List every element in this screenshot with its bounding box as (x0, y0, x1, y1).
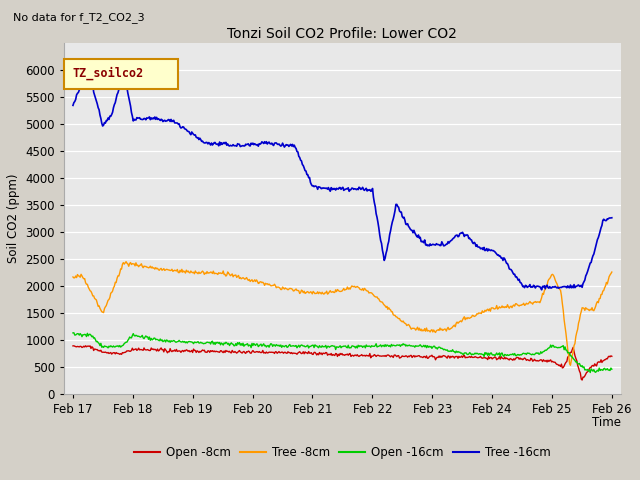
Title: Tonzi Soil CO2 Profile: Lower CO2: Tonzi Soil CO2 Profile: Lower CO2 (227, 27, 458, 41)
Text: No data for f_T2_CO2_3: No data for f_T2_CO2_3 (13, 12, 145, 23)
Y-axis label: Soil CO2 (ppm): Soil CO2 (ppm) (7, 174, 20, 263)
Legend: Open -8cm, Tree -8cm, Open -16cm, Tree -16cm: Open -8cm, Tree -8cm, Open -16cm, Tree -… (129, 442, 556, 464)
Text: TZ_soilco2: TZ_soilco2 (72, 67, 143, 80)
FancyBboxPatch shape (64, 59, 178, 89)
X-axis label: Time: Time (592, 416, 621, 430)
